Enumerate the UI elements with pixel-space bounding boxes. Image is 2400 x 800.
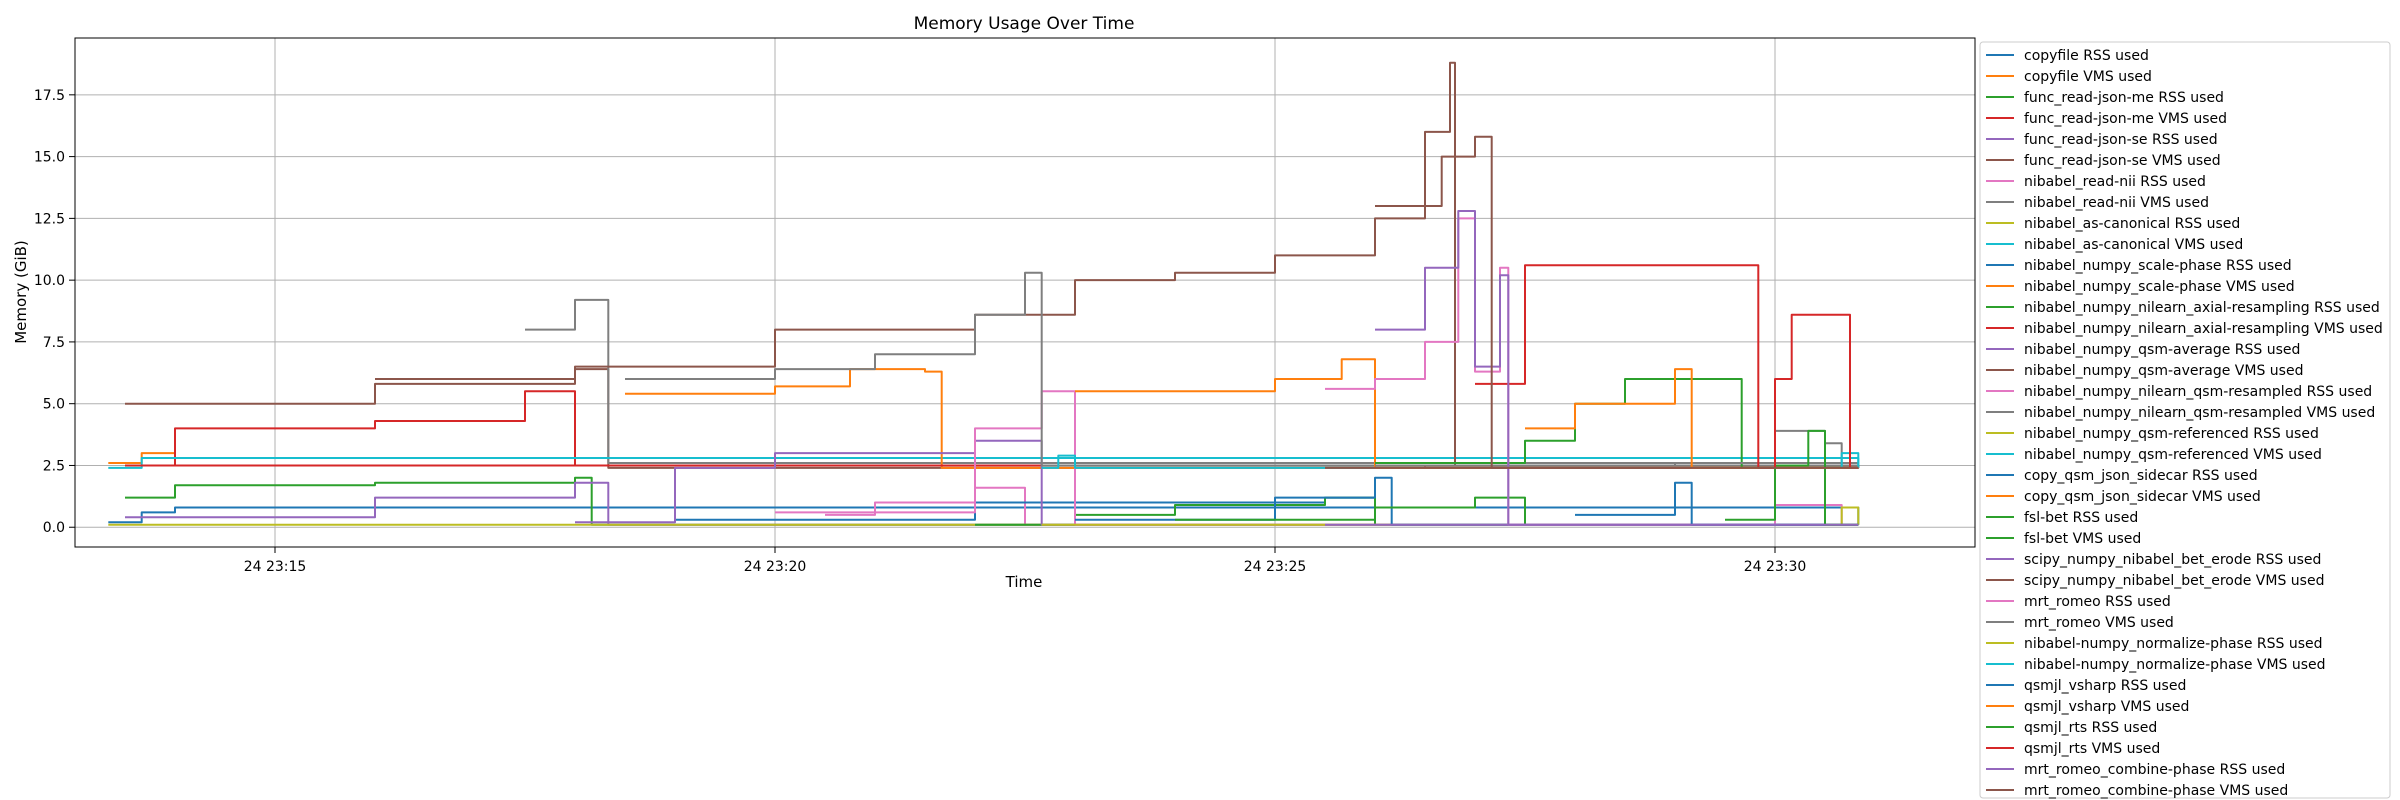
legend-entry: scipy_numpy_nibabel_bet_erode VMS used <box>2024 573 2324 589</box>
legend-entry: scipy_numpy_nibabel_bet_erode RSS used <box>2024 552 2321 568</box>
series-line-23 <box>1375 378 1859 469</box>
series-lines <box>108 61 1860 526</box>
series-line-14 <box>575 439 1859 526</box>
legend-entry: mrt_romeo VMS used <box>2024 615 2174 631</box>
legend-entry: nibabel_numpy_nilearn_qsm-resampled RSS … <box>2024 384 2372 400</box>
series-line-30 <box>1575 481 1859 526</box>
legend-entry: func_read-json-me VMS used <box>2024 111 2227 127</box>
legend-entry: mrt_romeo_combine-phase VMS used <box>2024 783 2288 799</box>
legend-frame <box>1979 41 2391 799</box>
legend: copyfile RSS used copyfile VMS used func_r… <box>1979 41 2391 799</box>
legend-entry: nibabel_as-canonical VMS used <box>2024 237 2243 253</box>
y-tick-label: 0.0 <box>43 520 65 536</box>
series-line-33 <box>1475 264 1859 469</box>
series-line-15 <box>375 61 1859 467</box>
x-ticks: 24 23:15 24 23:20 24 23:25 24 23:30 <box>244 547 1807 575</box>
x-tick-label: 24 23:20 <box>744 559 807 575</box>
series-line-34 <box>1375 210 1859 526</box>
legend-entry: nibabel_numpy_scale-phase RSS used <box>2024 258 2292 274</box>
y-tick-label: 12.5 <box>34 211 65 227</box>
series-line-31 <box>1525 368 1859 469</box>
series-line-5 <box>125 368 1860 469</box>
series-line-20 <box>1075 476 1859 526</box>
y-tick-label: 7.5 <box>43 335 65 351</box>
legend-entry: func_read-json-se VMS used <box>2024 153 2221 169</box>
legend-entry: copyfile VMS used <box>2024 69 2152 85</box>
legend-entry: copy_qsm_json_sidecar VMS used <box>2024 489 2261 505</box>
series-line-32 <box>1725 429 1859 526</box>
y-tick-label: 5.0 <box>43 397 65 413</box>
legend-entry: mrt_romeo RSS used <box>2024 594 2171 610</box>
legend-entry: nibabel_numpy_qsm-average VMS used <box>2024 363 2303 379</box>
series-line-21 <box>1075 358 1859 469</box>
y-tick-label: 15.0 <box>34 150 65 166</box>
series-line-35 <box>1375 135 1859 469</box>
legend-entry: fsl-bet RSS used <box>2024 510 2138 526</box>
legend-entry: nibabel-numpy_normalize-phase RSS used <box>2024 636 2323 652</box>
legend-entry: qsmjl_vsharp VMS used <box>2024 699 2189 715</box>
legend-entry: nibabel_numpy_nilearn_axial-resampling R… <box>2024 300 2380 316</box>
y-ticks: 0.0 2.5 5.0 7.5 10.0 12.5 15.0 17.5 <box>34 88 75 536</box>
legend-entry: nibabel_numpy_qsm-average RSS used <box>2024 342 2300 358</box>
series-line-28 <box>1825 506 1860 526</box>
y-axis-label: Memory (GiB) <box>12 240 30 344</box>
legend-entry: nibabel_numpy_qsm-referenced VMS used <box>2024 447 2322 463</box>
series-line-7 <box>525 298 1859 464</box>
legend-entry: qsmjl_vsharp RSS used <box>2024 678 2186 694</box>
series-line-4 <box>125 481 1859 526</box>
legend-entry: nibabel_as-canonical RSS used <box>2024 216 2240 232</box>
x-tick-label: 24 23:30 <box>1744 559 1807 575</box>
legend-entry: nibabel_read-nii RSS used <box>2024 174 2206 190</box>
series-line-0 <box>108 506 1860 525</box>
legend-entry: func_read-json-me RSS used <box>2024 90 2224 106</box>
x-axis-label: Time <box>1005 573 1043 591</box>
legend-entry: qsmjl_rts RSS used <box>2024 720 2157 736</box>
y-tick-label: 2.5 <box>43 458 65 474</box>
chart-title: Memory Usage Over Time <box>914 14 1135 34</box>
legend-entry: qsmjl_rts VMS used <box>2024 741 2160 757</box>
legend-entry: nibabel-numpy_normalize-phase VMS used <box>2024 657 2326 673</box>
series-line-11 <box>625 368 1859 469</box>
legend-entry: nibabel_numpy_nilearn_axial-resampling V… <box>2024 321 2383 337</box>
series-line-22 <box>1175 496 1859 526</box>
legend-entry: mrt_romeo_combine-phase RSS used <box>2024 762 2285 778</box>
legend-entry: func_read-json-se RSS used <box>2024 132 2218 148</box>
series-line-17 <box>625 271 1859 467</box>
legend-entry: nibabel_numpy_qsm-referenced RSS used <box>2024 426 2319 442</box>
legend-entry: copy_qsm_json_sidecar RSS used <box>2024 468 2258 484</box>
x-tick-label: 24 23:15 <box>244 559 307 575</box>
legend-entry: nibabel_read-nii VMS used <box>2024 195 2209 211</box>
series-line-2 <box>125 476 1859 526</box>
legend-entry: nibabel_numpy_scale-phase VMS used <box>2024 279 2295 295</box>
series-line-19 <box>1041 454 1859 469</box>
plot-frame <box>74 37 1976 548</box>
legend-entry: copyfile RSS used <box>2024 48 2149 64</box>
x-tick-label: 24 23:25 <box>1244 559 1307 575</box>
y-tick-label: 17.5 <box>34 88 65 104</box>
y-tick-label: 10.0 <box>34 273 65 289</box>
legend-entry: fsl-bet VMS used <box>2024 531 2141 547</box>
legend-entry: nibabel_numpy_nilearn_qsm-resampled VMS … <box>2024 405 2375 421</box>
